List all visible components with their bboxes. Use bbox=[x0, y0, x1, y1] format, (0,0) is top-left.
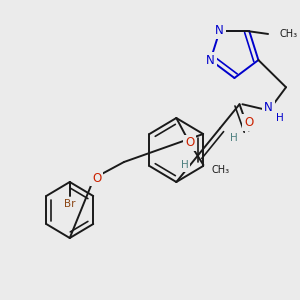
Text: Br: Br bbox=[64, 199, 76, 209]
Text: N: N bbox=[206, 53, 215, 67]
Text: CH₃: CH₃ bbox=[280, 29, 298, 39]
Text: H: H bbox=[181, 160, 188, 170]
Text: N: N bbox=[215, 25, 224, 38]
Text: O: O bbox=[92, 172, 101, 184]
Text: CH₃: CH₃ bbox=[211, 165, 229, 175]
Text: O: O bbox=[244, 116, 254, 129]
Text: O: O bbox=[185, 136, 194, 149]
Text: N: N bbox=[264, 101, 273, 114]
Text: H: H bbox=[230, 134, 237, 143]
Text: H: H bbox=[276, 113, 284, 123]
